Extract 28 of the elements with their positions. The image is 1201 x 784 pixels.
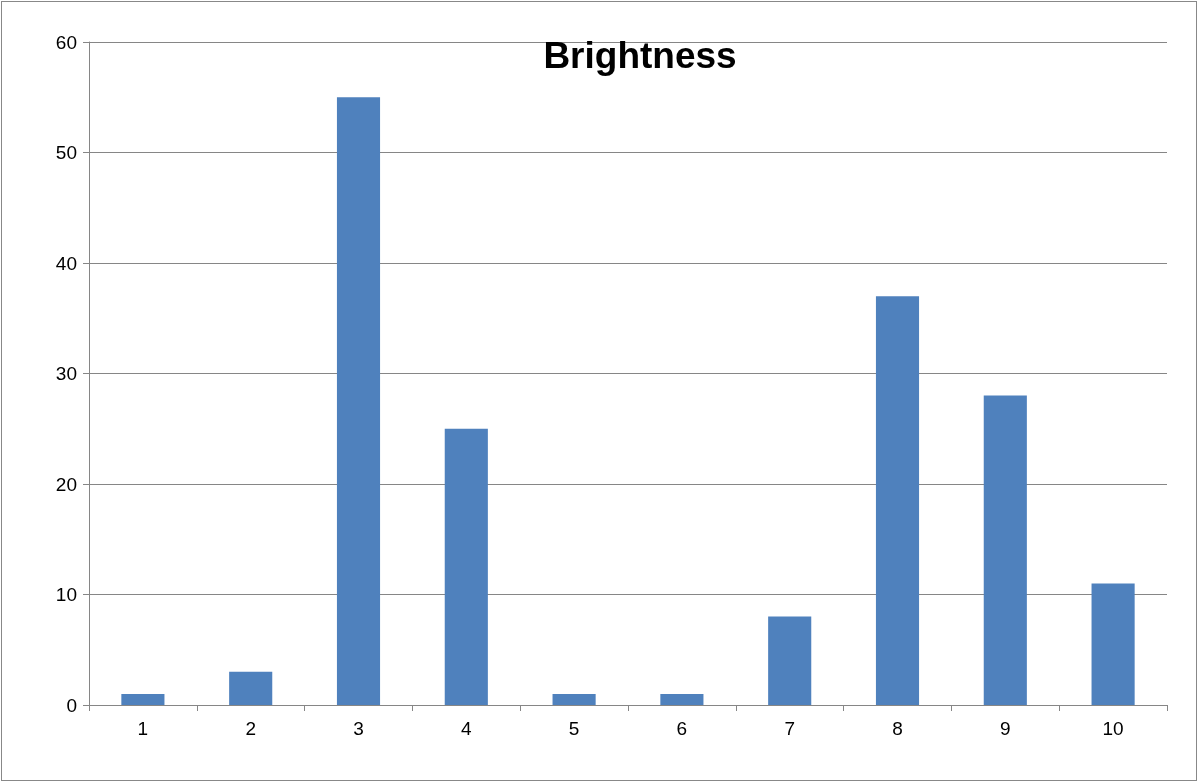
y-tick-label: 60: [55, 31, 77, 53]
bar: [768, 616, 812, 705]
x-tick-label: 5: [568, 718, 580, 739]
x-tick-label: 9: [1000, 718, 1011, 739]
bar: [983, 395, 1027, 705]
y-tick-label: 10: [55, 584, 77, 605]
bar: [444, 428, 488, 705]
bar: [875, 296, 920, 705]
bar: [336, 97, 381, 705]
x-tick-label: 3: [353, 718, 364, 739]
x-tick-label: 8: [892, 718, 903, 739]
x-tick-label: 10: [1102, 718, 1124, 739]
bar: [660, 693, 704, 705]
bar: [121, 693, 165, 705]
x-tick-label: 6: [676, 718, 688, 739]
chart-title: Brightness: [543, 35, 737, 76]
x-tick-label: 4: [461, 718, 473, 739]
y-tick-label: 50: [55, 142, 77, 163]
bar: [552, 693, 596, 705]
bar: [229, 671, 273, 705]
y-tick-label: 0: [66, 694, 77, 716]
y-tick-label: 30: [55, 363, 77, 384]
x-tick-label: 1: [137, 718, 149, 739]
y-tick-label: 20: [55, 473, 77, 495]
bar: [1091, 583, 1135, 705]
x-tick-label: 7: [784, 718, 795, 739]
x-tick-label: 2: [245, 718, 256, 739]
y-tick-label: 40: [55, 252, 77, 274]
